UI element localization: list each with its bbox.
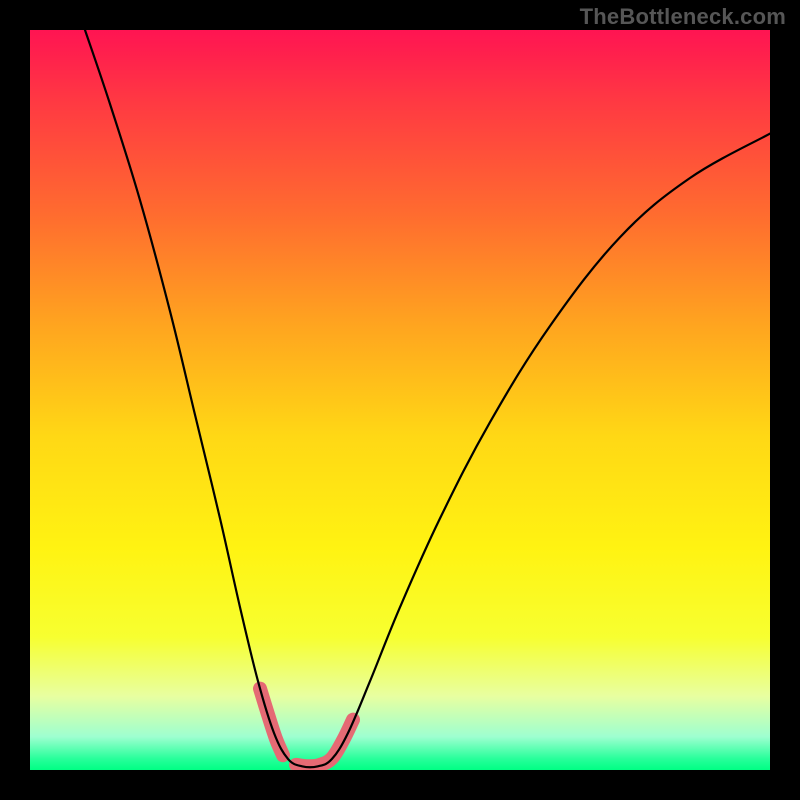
outer-frame: TheBottleneck.com — [0, 0, 800, 800]
plot-area — [30, 30, 770, 770]
chart-svg — [30, 30, 770, 770]
gradient-background — [30, 30, 770, 770]
watermark-text: TheBottleneck.com — [580, 4, 786, 30]
